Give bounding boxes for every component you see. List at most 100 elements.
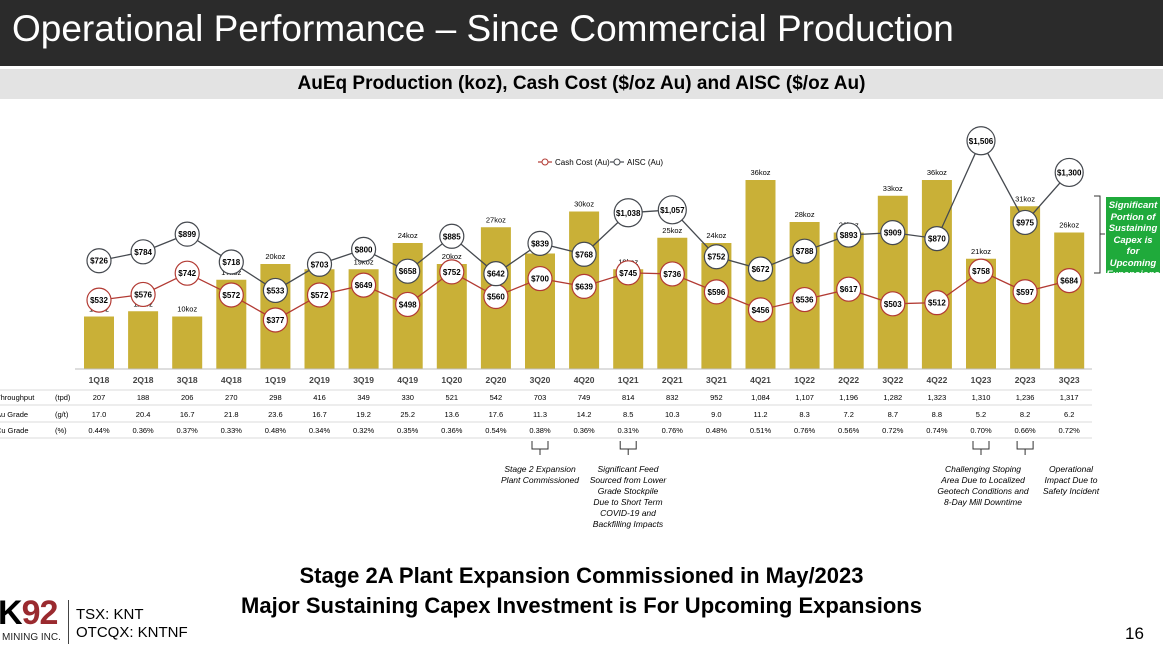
x-tick-label: 3Q22 [882,375,903,385]
aisc-label: $642 [487,270,505,279]
table-cell: 542 [490,393,503,402]
aisc-point [527,230,553,256]
table-cell: 7.2 [843,410,853,419]
aisc-point [747,256,774,282]
key-message-line-1: Stage 2A Plant Expansion Commissioned in… [299,563,864,588]
cash-cost-point [218,282,244,308]
table-cell: 0.48% [265,426,287,435]
table-cell: 16.7 [312,410,327,419]
table-cell: 832 [666,393,679,402]
aisc-label: $909 [884,229,902,238]
table-cell: 0.74% [926,426,948,435]
x-tick-label: 4Q19 [397,375,418,385]
annotation-text: COVID-19 and [600,508,656,518]
title-bar: Operational Performance – Since Commerci… [0,0,1163,66]
table-cell: 1,282 [883,393,902,402]
cash-cost-label: $536 [796,296,814,305]
production-label: 24koz [706,231,726,240]
production-bar [613,269,644,369]
production-label: 20koz [442,252,462,261]
annotation-text: Due to Short Term [593,497,662,507]
cash-cost-point [1056,268,1082,294]
annotation-bracket [1016,441,1034,455]
cash-cost-label: $758 [972,267,990,276]
production-bar [1054,232,1085,369]
table-cell: 11.2 [753,410,767,419]
cash-cost-label: $742 [178,269,196,278]
cash-cost-point [86,287,112,313]
production-label: 31koz [1015,194,1035,203]
production-label: 36koz [750,168,770,177]
cash-cost-label: $503 [884,300,902,309]
callout-line: Sustaining [1108,223,1158,234]
x-tick-label: 3Q23 [1059,375,1080,385]
annotation-bracket [972,441,990,455]
aisc-label: $1,506 [969,137,994,146]
aisc-label: $672 [752,265,770,274]
x-tick-label: 4Q22 [927,375,948,385]
table-cell: 19.2 [356,410,371,419]
aisc-label: $975 [1016,218,1034,227]
chart-subtitle: AuEq Production (koz), Cash Cost ($/oz A… [297,73,866,94]
cash-cost-label: $576 [134,290,152,299]
x-tick-label: 2Q20 [486,375,507,385]
table-cell: 8.7 [888,410,898,419]
table-cell: 349 [357,393,370,402]
cash-cost-point [880,291,906,317]
aisc-point [351,236,377,262]
production-label: 10koz [177,305,197,314]
callout-line: Upcoming [1109,257,1157,269]
annotation-text: Plant Commissioned [501,475,579,485]
table-cell: 5.2 [976,410,986,419]
table-row-unit: (g/t) [55,410,69,419]
annotation-text: Significant Feed [598,464,659,474]
annotation-text: Impact Due to [1045,475,1098,485]
aisc-point [1012,209,1038,236]
aisc-point [174,221,200,247]
annotation-text: 8-Day Mill Downtime [944,497,1022,507]
production-label: 21koz [971,247,991,256]
aisc-label: $533 [267,286,285,295]
table-row-label: Au Grade [0,410,28,419]
table-cell: 330 [401,393,414,402]
cash-cost-point [791,286,818,313]
x-tick-label: 4Q20 [574,375,595,385]
k92-logo: K92 MINING INC. [0,594,66,645]
production-label: 30koz [574,200,594,209]
table-cell: 0.36% [132,426,154,435]
table-cell: 0.56% [838,426,860,435]
cash-cost-point [262,307,288,333]
table-cell: 11.3 [533,410,547,419]
table-cell: 0.36% [573,426,595,435]
cash-cost-label: $596 [708,288,726,297]
x-tick-label: 1Q20 [441,375,462,385]
x-tick-label: 4Q21 [750,375,771,385]
table-cell: 0.70% [970,426,992,435]
cash-cost-label: $512 [928,299,946,308]
table-cell: 0.76% [794,426,816,435]
aisc-label: $1,038 [616,209,641,218]
ticker-otcqx: OTCQX: KNTNF [76,624,188,641]
subtitle-bar: AuEq Production (koz), Cash Cost ($/oz A… [0,69,1163,99]
cash-cost-label: $498 [399,300,417,309]
logo-divider [68,600,69,644]
aisc-label: $726 [90,257,108,266]
annotation-text: Safety Incident [1043,486,1100,496]
table-cell: 0.54% [485,426,507,435]
aisc-point [966,126,996,156]
production-bar [84,316,114,369]
table-cell: 9.0 [711,410,721,419]
table-cell: 0.48% [706,426,728,435]
table-cell: 814 [622,393,635,402]
cash-cost-label: $745 [619,269,637,278]
cash-cost-point [439,259,465,285]
callout-line: Capex is for [1113,234,1153,258]
x-tick-label: 2Q23 [1015,375,1036,385]
x-tick-label: 2Q18 [133,375,154,385]
aisc-point [836,222,862,248]
x-tick-label: 2Q22 [838,375,859,385]
table-cell: 21.8 [224,410,239,419]
table-cell: 703 [534,393,547,402]
aisc-point [218,249,244,275]
sustaining-capex-callout: Significant Portion of Sustaining Capex is … [1106,197,1160,280]
